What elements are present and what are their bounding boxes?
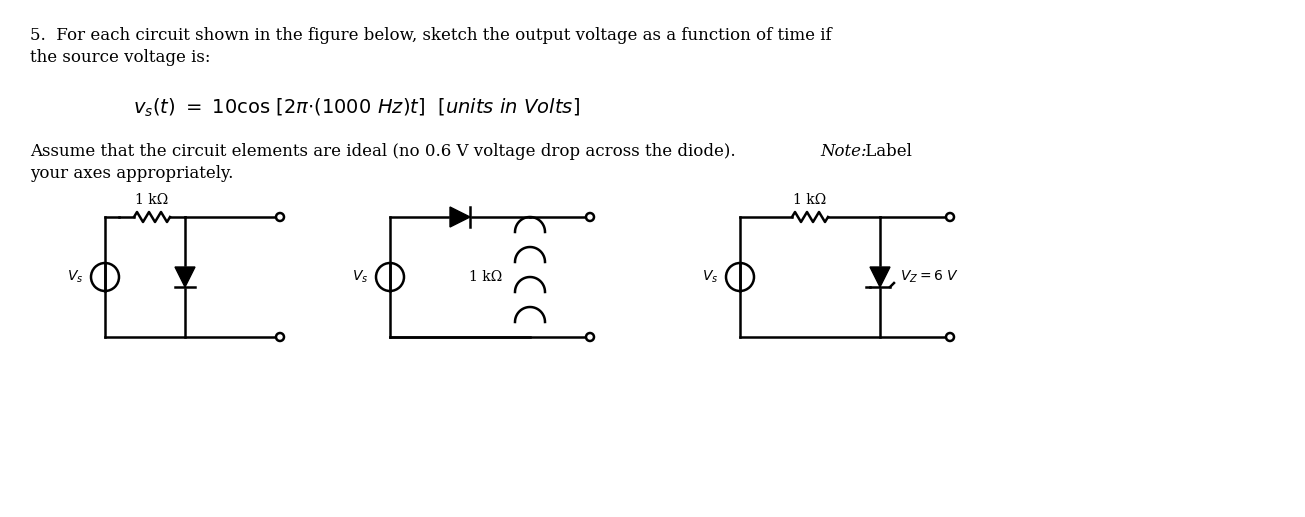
- Text: Assume that the circuit elements are ideal (no 0.6 V voltage drop across the dio: Assume that the circuit elements are ide…: [30, 143, 746, 160]
- Text: 1 kΩ: 1 kΩ: [793, 193, 826, 207]
- Text: the source voltage is:: the source voltage is:: [30, 49, 210, 66]
- Text: Note:: Note:: [820, 143, 872, 160]
- Polygon shape: [175, 267, 194, 287]
- Text: $v_s(t)\ =\ 10\cos\,[2\pi{\cdot}(1000\ Hz)t]\ \ [units\ in\ Volts]$: $v_s(t)\ =\ 10\cos\,[2\pi{\cdot}(1000\ H…: [133, 97, 579, 119]
- Text: 1 kΩ: 1 kΩ: [136, 193, 168, 207]
- Text: $V_s$: $V_s$: [351, 269, 368, 285]
- Text: $V_s$: $V_s$: [67, 269, 84, 285]
- Text: $V_s$: $V_s$: [702, 269, 718, 285]
- Polygon shape: [870, 267, 890, 287]
- Polygon shape: [450, 207, 470, 227]
- Text: Label: Label: [860, 143, 912, 160]
- Text: 5.  For each circuit shown in the figure below, sketch the output voltage as a f: 5. For each circuit shown in the figure …: [30, 27, 831, 44]
- Text: 1 kΩ: 1 kΩ: [468, 270, 502, 284]
- Text: your axes appropriately.: your axes appropriately.: [30, 165, 234, 182]
- Text: $V_Z= 6\ V$: $V_Z= 6\ V$: [900, 269, 959, 285]
